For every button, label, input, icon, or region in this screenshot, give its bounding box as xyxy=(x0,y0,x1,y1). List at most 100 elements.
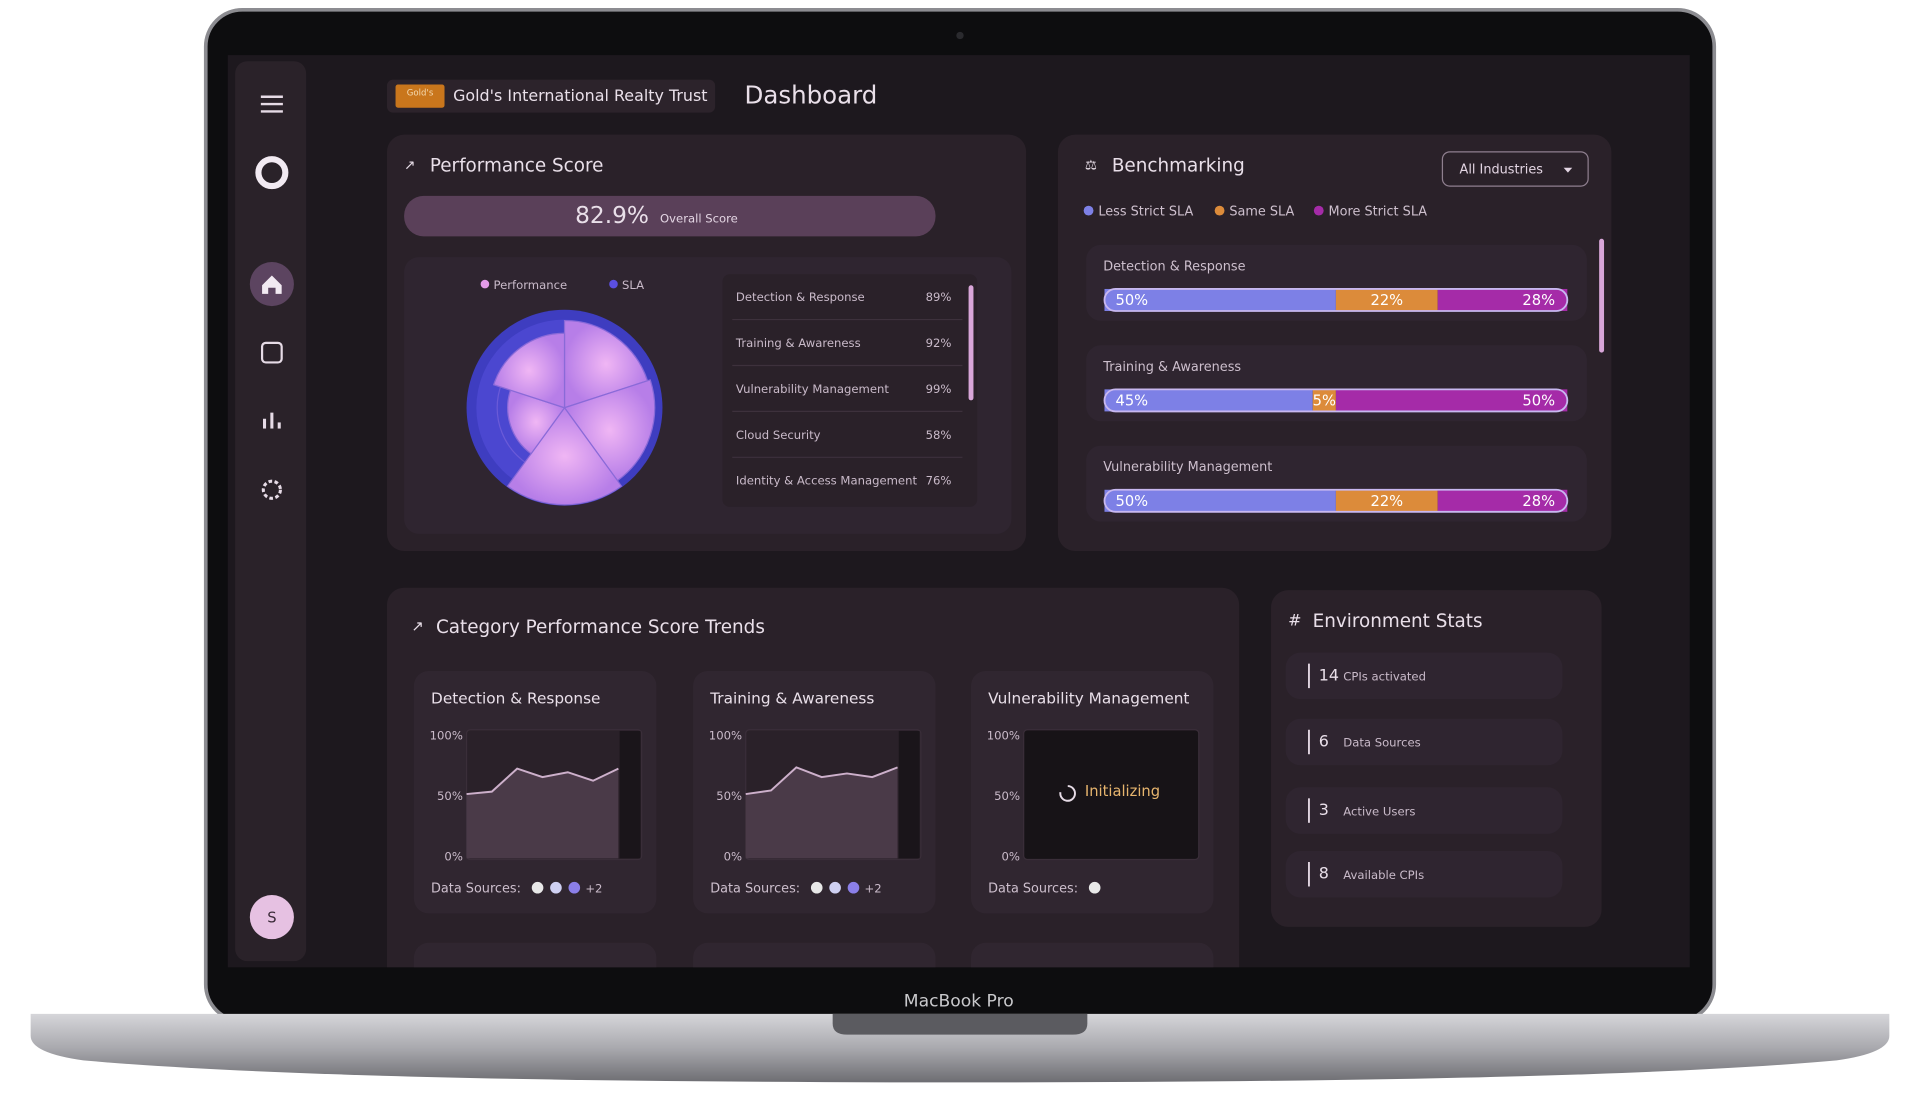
item-name: Identity & Access Management xyxy=(736,474,918,488)
data-sources-label: Data Sources: xyxy=(431,881,521,896)
bar-outline xyxy=(1103,288,1569,312)
stat-label: CPIs activated xyxy=(1343,670,1426,684)
stat-row xyxy=(1285,787,1563,834)
scrollbar[interactable] xyxy=(968,285,974,401)
polar-sector xyxy=(507,389,566,455)
score-list xyxy=(722,274,978,507)
source-icon xyxy=(529,880,546,896)
bar-outline xyxy=(1103,488,1569,513)
bar-segment xyxy=(1104,489,1336,512)
bar-segment xyxy=(1437,489,1568,512)
avatar[interactable] xyxy=(249,895,294,940)
legend-dot xyxy=(480,279,490,289)
bar-segment xyxy=(1335,389,1568,412)
item-score: 99% xyxy=(926,382,952,396)
sidebar xyxy=(235,61,307,962)
icon: ⚖ xyxy=(1085,158,1097,173)
laptop-base xyxy=(30,1013,1890,1083)
stat-row xyxy=(1285,718,1563,766)
item-name: Training & Awareness xyxy=(735,336,861,350)
source-icon xyxy=(809,880,825,896)
more-sources: +2 xyxy=(585,881,602,895)
segment-label: 22% xyxy=(1370,493,1403,510)
source-icon xyxy=(827,880,843,896)
spinner xyxy=(1059,785,1076,802)
overall-label: Overall Score xyxy=(660,212,738,226)
y-tick-label: 100% xyxy=(987,728,1020,742)
legend-dot xyxy=(609,279,618,289)
dashboard: S Gold's Gold's International Realty Tru… xyxy=(235,61,1612,968)
stat-value: 6 xyxy=(1319,732,1329,751)
stat-row xyxy=(1285,850,1563,898)
segment-label: 50% xyxy=(1116,292,1149,309)
bar-segment xyxy=(1335,489,1438,512)
legend-label: Same SLA xyxy=(1229,204,1294,219)
polar-sector xyxy=(563,319,649,409)
icon: ↗ xyxy=(411,618,423,635)
source-icon xyxy=(566,880,582,896)
stat-label: Active Users xyxy=(1343,804,1415,818)
stat-label: Data Sources xyxy=(1343,736,1420,750)
camera xyxy=(956,31,964,40)
item-score: 58% xyxy=(926,428,952,442)
row-label: Vulnerability Management xyxy=(1103,460,1272,475)
status: Initializing xyxy=(1085,783,1160,800)
icon: # xyxy=(1288,610,1301,629)
stat-value: 14 xyxy=(1319,665,1339,684)
trend-line xyxy=(466,767,619,796)
bar-segment xyxy=(1437,288,1568,312)
industry-filter[interactable] xyxy=(1441,151,1589,187)
settings-icon[interactable] xyxy=(261,479,282,500)
item-score: 76% xyxy=(926,474,952,488)
legend-label: More Strict SLA xyxy=(1329,204,1428,219)
company-badge: Gold's xyxy=(407,89,434,99)
legend-label: Performance xyxy=(493,278,567,292)
segment-label: 50% xyxy=(1116,493,1149,510)
chart-area xyxy=(1023,729,1200,861)
y-tick-label: 0% xyxy=(724,850,742,864)
legend-label: SLA xyxy=(622,278,644,292)
scrollbar[interactable] xyxy=(1599,238,1605,353)
device-label: MacBook Pro xyxy=(904,992,1014,1012)
legend-dot xyxy=(1313,205,1324,216)
icon: ↗ xyxy=(404,158,415,173)
company-name: Gold's International Realty Trust xyxy=(453,86,707,105)
segment-label: 45% xyxy=(1116,393,1149,410)
company-chip[interactable] xyxy=(386,79,716,113)
trend-card xyxy=(693,942,936,968)
item-name: Detection & Response xyxy=(736,290,865,304)
y-tick-label: 50% xyxy=(716,789,742,803)
avatar-initial: S xyxy=(267,909,276,926)
menu-icon[interactable] xyxy=(260,95,283,113)
future-band xyxy=(619,730,641,859)
row-label: Detection & Response xyxy=(1103,259,1245,274)
y-tick-label: 100% xyxy=(430,728,463,742)
logo xyxy=(255,156,289,190)
home-icon xyxy=(262,275,282,294)
segment-label: 28% xyxy=(1522,493,1555,510)
trend-line xyxy=(745,766,898,796)
future-band xyxy=(898,730,920,859)
stat-value: 8 xyxy=(1319,864,1329,883)
bar-segment xyxy=(1312,389,1336,412)
data-sources-label: Data Sources: xyxy=(988,881,1078,896)
segment-label: 22% xyxy=(1370,292,1403,309)
card-title: Category Performance Score Trends xyxy=(436,617,765,638)
filter-label: All Industries xyxy=(1460,163,1544,178)
cpi-icon[interactable] xyxy=(260,341,283,364)
legend-dot xyxy=(1214,205,1225,216)
source-icon xyxy=(548,880,564,896)
segment-label: 5% xyxy=(1313,393,1336,410)
company-logo xyxy=(395,84,445,108)
y-tick-label: 50% xyxy=(994,789,1020,803)
polar-sector xyxy=(492,332,566,409)
overall-score: 82.9% xyxy=(575,202,649,229)
more-sources: +2 xyxy=(864,881,881,895)
notch xyxy=(832,1013,1088,1035)
chart-icon[interactable] xyxy=(262,412,281,429)
y-tick-label: 0% xyxy=(444,850,462,864)
item-name: Vulnerability Management xyxy=(736,382,889,396)
y-tick-label: 100% xyxy=(709,728,742,742)
trend-title: Detection & Response xyxy=(431,690,600,708)
